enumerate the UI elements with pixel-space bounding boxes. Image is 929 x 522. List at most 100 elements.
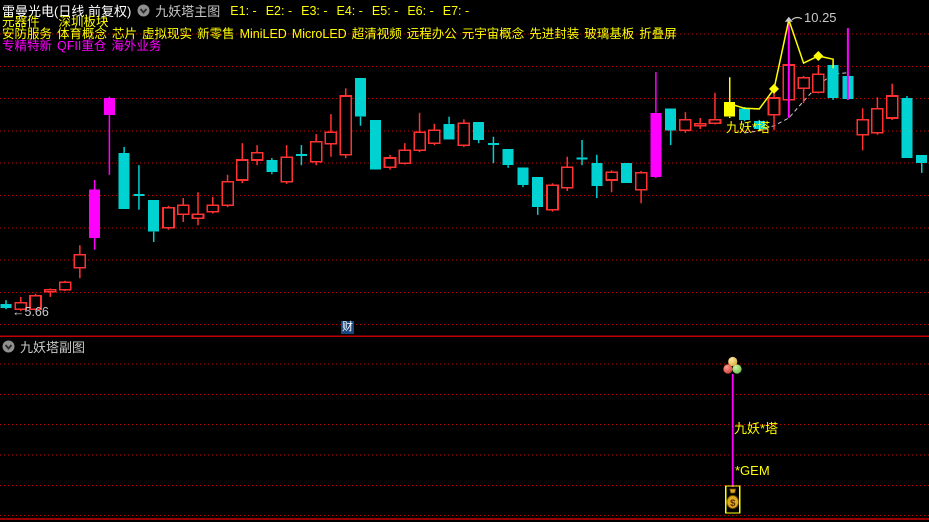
concept-tag[interactable]: 新零售 — [197, 27, 235, 41]
concept-tag[interactable]: 元器件 — [2, 15, 40, 29]
candle-body — [428, 129, 441, 144]
industry-tags: 元器件 深圳板块 — [2, 15, 109, 29]
candle-body — [591, 163, 603, 186]
sub-signal-text-2: *GEM — [735, 463, 770, 478]
candle — [797, 75, 810, 104]
candle — [487, 136, 499, 164]
candle-body — [14, 301, 28, 310]
concept-tag[interactable]: 玻璃基板 — [584, 27, 635, 41]
price-high-label: 10.25 — [804, 10, 837, 25]
concept-tag[interactable]: 专精特新 — [2, 39, 53, 53]
candle — [620, 163, 632, 184]
e2-readout: E2: - — [265, 3, 293, 18]
candle — [517, 167, 529, 188]
concept-tag[interactable]: 远程办公 — [406, 27, 457, 41]
e1-readout: E1: - — [230, 3, 257, 18]
concept-tag[interactable]: 海外业务 — [111, 39, 162, 53]
sub-indicator-title: 九妖塔副图 — [20, 340, 86, 355]
candle-body — [560, 166, 574, 189]
candle-body — [767, 97, 781, 116]
candle — [162, 205, 175, 230]
main-indicator-title: 九妖塔主图 — [155, 4, 221, 19]
candle — [398, 143, 412, 165]
candle-body — [176, 204, 190, 216]
candle — [280, 145, 293, 184]
money-bag-body — [726, 495, 740, 509]
candle — [0, 300, 12, 310]
candle-body — [650, 112, 662, 177]
candle-body — [916, 154, 928, 164]
candle — [428, 123, 441, 146]
collapse-chevron-icon[interactable] — [137, 4, 150, 17]
candle-body — [724, 101, 736, 117]
concept-tag[interactable]: MiniLED — [239, 27, 287, 41]
fundamental-report-marker[interactable]: 财 — [341, 321, 354, 334]
candle — [236, 143, 249, 184]
candle-body — [620, 163, 632, 184]
e6-readout: E6: - — [407, 3, 434, 18]
indicator-watermark: 九妖*塔 — [726, 120, 771, 135]
signal-ball-red — [723, 364, 733, 374]
money-bag-dollar: $ — [730, 498, 736, 509]
candle-body — [221, 181, 234, 206]
concept-tag[interactable]: 折叠屏 — [639, 27, 677, 41]
candle — [133, 165, 145, 210]
candle — [295, 145, 307, 166]
candle — [634, 170, 648, 204]
concept-tag[interactable]: 先进封装 — [529, 27, 580, 41]
candle-body — [44, 289, 57, 293]
candle-body — [118, 152, 130, 210]
peak-arrow-marker — [784, 16, 793, 22]
candle — [901, 96, 913, 159]
signal-box-outline — [725, 485, 741, 514]
candle — [576, 139, 588, 166]
candle — [457, 119, 471, 148]
candle — [650, 72, 662, 179]
concept-tag[interactable]: 芯片 — [112, 27, 138, 41]
e7-readout: E7: - — [442, 3, 470, 18]
money-bag-tie — [729, 488, 737, 494]
sub-signal-text-1: 九妖*塔 — [734, 421, 779, 436]
concept-tag[interactable]: 深圳板块 — [58, 15, 109, 29]
candle — [473, 121, 485, 144]
candle-body — [457, 122, 471, 146]
concept-tags: 安防服务 体育概念 芯片 虚拟现实 新零售 MiniLED MicroLED 超… — [2, 27, 677, 41]
candle — [206, 196, 220, 214]
candle — [354, 77, 366, 126]
concept-tag[interactable]: 虚拟现实 — [142, 27, 193, 41]
candle-body — [901, 97, 913, 159]
candle — [560, 156, 574, 191]
candle — [58, 280, 72, 292]
candle — [250, 145, 264, 166]
money-bag-icon: $ — [726, 488, 740, 509]
candle-body — [502, 148, 514, 166]
zigzag-line — [728, 16, 834, 110]
concept-tag[interactable]: 安防服务 — [2, 27, 53, 41]
concept-tag[interactable]: 元宇宙概念 — [461, 27, 525, 41]
candle-body — [679, 119, 692, 132]
candle — [443, 116, 455, 140]
candle-body — [812, 73, 825, 93]
candle — [708, 92, 722, 125]
candle — [413, 112, 426, 153]
candle — [191, 192, 205, 226]
concept-tag[interactable]: 体育概念 — [57, 27, 108, 41]
candle — [502, 148, 514, 168]
concept-tag[interactable]: 超清视频 — [351, 27, 402, 41]
candle — [591, 154, 603, 199]
candle — [693, 117, 707, 129]
candle — [29, 293, 42, 311]
candle-body — [665, 108, 677, 131]
zigzag-diamond — [769, 83, 780, 94]
stock-title: 雷曼光电(日线,前复权) — [2, 4, 132, 19]
candle-body — [739, 108, 750, 120]
concept-tag[interactable]: QFII重仓 — [57, 39, 107, 53]
collapse-chevron-icon[interactable] — [2, 340, 15, 353]
candle-body — [266, 159, 278, 173]
candle-body — [797, 77, 810, 90]
candle-body — [29, 294, 42, 310]
candle-body — [885, 95, 899, 119]
concept-tag[interactable]: MicroLED — [291, 27, 347, 41]
candle-body — [0, 304, 12, 308]
